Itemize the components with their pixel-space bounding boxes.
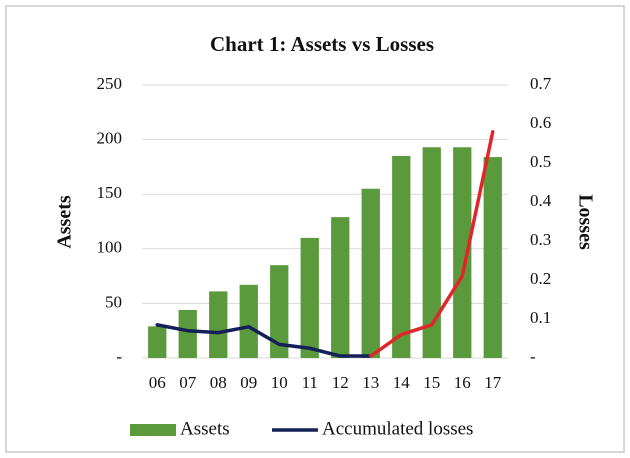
y2-tick-label: 0.3	[530, 230, 551, 249]
bar	[178, 309, 197, 358]
bar	[483, 157, 502, 358]
y-tick-label: 150	[97, 183, 123, 202]
y-tick-label: -	[116, 347, 122, 366]
y-axis-title: Assets	[54, 195, 76, 249]
legend-label: Accumulated losses	[322, 418, 473, 439]
x-tick-label: 12	[332, 373, 349, 392]
line	[155, 323, 373, 358]
y2-tick-label: 0.5	[530, 152, 551, 171]
y2-tick-label: 0.2	[530, 269, 551, 288]
bar	[453, 147, 472, 358]
x-tick-label: 13	[362, 373, 379, 392]
y-tick-label: 100	[97, 238, 123, 257]
bar	[148, 326, 167, 358]
legend-label: Assets	[180, 418, 230, 439]
x-tick-label: 15	[423, 373, 440, 392]
bar	[239, 284, 258, 358]
y2-axis-title: Losses	[574, 194, 596, 250]
bar	[392, 155, 411, 358]
y2-tick-label: 0.6	[530, 113, 551, 132]
y2-tick-label: 0.1	[530, 308, 551, 327]
bar	[270, 265, 289, 358]
y2-tick-label: 0.4	[530, 191, 552, 210]
y-tick-label: 250	[97, 74, 123, 93]
x-tick-label: 09	[240, 373, 257, 392]
x-tick-label: 14	[393, 373, 411, 392]
y2-tick-label: -	[530, 347, 536, 366]
legend-swatch	[130, 424, 176, 436]
x-tick-label: 10	[271, 373, 288, 392]
bar	[361, 188, 380, 358]
x-tick-label: 06	[149, 373, 166, 392]
chart-border	[5, 5, 625, 453]
x-tick-label: 16	[454, 373, 471, 392]
y-tick-label: 200	[97, 129, 123, 148]
y-tick-label: 50	[105, 292, 122, 311]
bar	[422, 147, 441, 358]
bar	[209, 291, 228, 358]
x-tick-label: 08	[210, 373, 227, 392]
y2-tick-label: 0.7	[530, 74, 552, 93]
line	[369, 130, 495, 358]
x-tick-label: 11	[302, 373, 318, 392]
bar	[331, 217, 350, 358]
x-tick-label: 07	[179, 373, 197, 392]
x-tick-label: 17	[484, 373, 502, 392]
bar	[300, 237, 319, 358]
chart-title: Chart 1: Assets vs Losses	[210, 32, 434, 56]
